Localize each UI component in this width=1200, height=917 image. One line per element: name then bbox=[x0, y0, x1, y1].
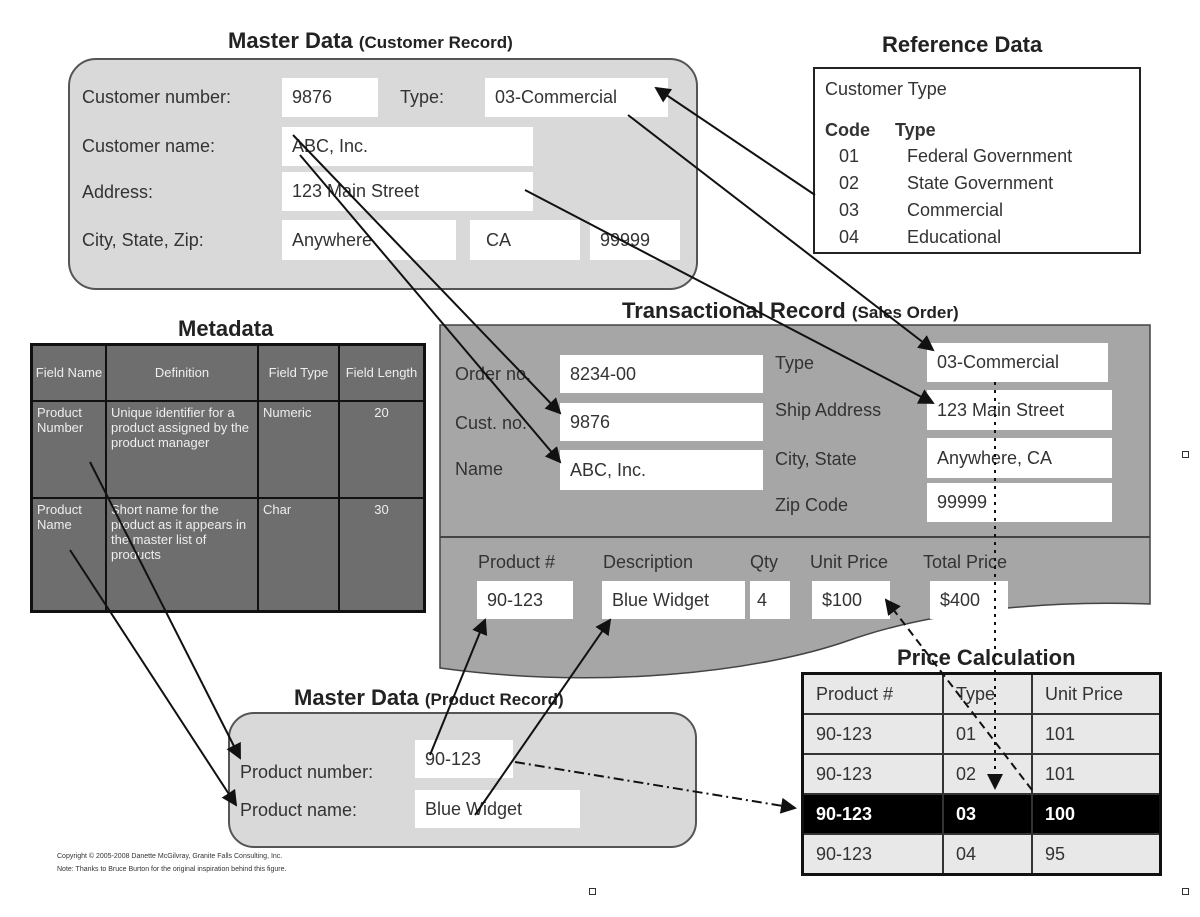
metadata-header: Field Name bbox=[30, 343, 107, 402]
price-row: 90-123 01 101 bbox=[801, 713, 1162, 755]
metadata-row: Product Number Unique identifier for a p… bbox=[30, 400, 426, 499]
reference-data-title: Reference Data bbox=[882, 32, 1043, 57]
zip-field: 99999 bbox=[590, 220, 680, 260]
reference-type: State Government bbox=[907, 173, 1054, 193]
city-state-field: Anywhere, CA bbox=[927, 438, 1112, 478]
line-header-unit-price: Unit Price bbox=[810, 552, 889, 572]
address-field: 123 Main Street bbox=[282, 172, 533, 211]
line-header-description: Description bbox=[603, 552, 694, 572]
reference-code: 04 bbox=[839, 227, 860, 247]
reference-data-box: Customer Type Code Type 01 Federal Gover… bbox=[813, 67, 1141, 254]
sales-order-title: Transactional Record (Sales Order) bbox=[622, 298, 959, 323]
customer-type-label: Type: bbox=[400, 87, 445, 107]
metadata-title: Metadata bbox=[178, 316, 274, 341]
metadata-cell: 20 bbox=[338, 400, 426, 499]
line-header-product: Product # bbox=[478, 552, 556, 572]
line-total-price-field: $400 bbox=[930, 581, 1008, 619]
metadata-cell: Short name for the product as it appears… bbox=[105, 497, 259, 613]
price-header: Type bbox=[942, 672, 1033, 715]
price-header: Unit Price bbox=[1031, 672, 1162, 715]
customer-record-title: Master Data (Customer Record) bbox=[228, 28, 513, 53]
city-state-label: City, State bbox=[775, 449, 857, 469]
price-header-row: Product # Type Unit Price bbox=[801, 672, 1162, 715]
customer-name-label: Customer name: bbox=[82, 136, 216, 156]
price-row: 90-123 02 101 bbox=[801, 753, 1162, 795]
price-row: 90-123 04 95 bbox=[801, 833, 1162, 876]
marker-square bbox=[1182, 888, 1189, 895]
price-header: Product # bbox=[801, 672, 944, 715]
ship-address-field: 123 Main Street bbox=[927, 390, 1112, 430]
reference-type: Federal Government bbox=[907, 146, 1073, 166]
ship-address-label: Ship Address bbox=[775, 400, 882, 420]
line-header-qty: Qty bbox=[750, 552, 779, 572]
line-description-field: Blue Widget bbox=[602, 581, 745, 619]
customer-number-field: 9876 bbox=[282, 78, 378, 117]
metadata-header: Definition bbox=[105, 343, 259, 402]
metadata-cell: Unique identifier for a product assigned… bbox=[105, 400, 259, 499]
cust-number-field: 9876 bbox=[560, 403, 763, 441]
customer-number-label: Customer number: bbox=[82, 87, 232, 107]
marker-square bbox=[1182, 451, 1189, 458]
reference-type: Educational bbox=[907, 227, 1002, 247]
line-header-total-price: Total Price bbox=[923, 552, 1008, 572]
reference-code: 03 bbox=[839, 200, 860, 220]
customer-type-field: 03-Commercial bbox=[485, 78, 668, 117]
metadata-table: Field Name Definition Field Type Field L… bbox=[30, 343, 426, 613]
address-label: Address: bbox=[82, 182, 154, 202]
order-number-label: Order no. bbox=[455, 364, 532, 384]
metadata-header: Field Length bbox=[338, 343, 426, 402]
order-type-field: 03-Commercial bbox=[927, 343, 1108, 382]
note-text: Note: Thanks to Bruce Burton for the ori… bbox=[57, 866, 287, 873]
code-column-header: Code bbox=[825, 120, 870, 140]
product-record-title: Master Data (Product Record) bbox=[294, 685, 564, 710]
zip-code-field: 99999 bbox=[927, 483, 1112, 522]
product-number-field: 90-123 bbox=[415, 740, 513, 778]
city-state-zip-label: City, State, Zip: bbox=[82, 230, 204, 250]
cust-number-label: Cust. no. bbox=[455, 413, 528, 433]
price-calculation-title: Price Calculation bbox=[897, 645, 1076, 670]
order-number-field: 8234-00 bbox=[560, 355, 763, 393]
reference-code: 01 bbox=[839, 146, 860, 166]
product-number-label: Product number: bbox=[240, 762, 374, 782]
reference-type: Commercial bbox=[907, 200, 1004, 220]
order-name-field: ABC, Inc. bbox=[560, 450, 763, 490]
state-field: CA bbox=[470, 220, 580, 260]
zip-code-label: Zip Code bbox=[775, 495, 849, 515]
product-name-field: Blue Widget bbox=[415, 790, 580, 828]
metadata-cell: Product Number bbox=[30, 400, 107, 499]
metadata-cell: 30 bbox=[338, 497, 426, 613]
copyright-text: Copyright © 2005-2008 Danette McGilvray,… bbox=[57, 853, 283, 860]
price-row-highlighted: 90-123 03 100 bbox=[801, 793, 1162, 835]
order-type-label: Type bbox=[775, 353, 815, 373]
line-product-field: 90-123 bbox=[477, 581, 573, 619]
metadata-header: Field Type bbox=[257, 343, 340, 402]
type-column-header: Type bbox=[895, 120, 936, 140]
price-calculation-table: Product # Type Unit Price 90-123 01 101 90-1… bbox=[801, 672, 1162, 876]
line-qty-field: 4 bbox=[750, 581, 790, 619]
order-name-label: Name bbox=[455, 459, 504, 479]
metadata-cell: Char bbox=[257, 497, 340, 613]
metadata-cell: Product Name bbox=[30, 497, 107, 613]
customer-name-field: ABC, Inc. bbox=[282, 127, 533, 166]
metadata-row: Product Name Short name for the product … bbox=[30, 497, 426, 613]
marker-square bbox=[589, 888, 596, 895]
reference-heading: Customer Type bbox=[825, 79, 947, 99]
line-unit-price-field: $100 bbox=[812, 581, 890, 619]
product-name-label: Product name: bbox=[240, 800, 358, 820]
reference-code: 02 bbox=[839, 173, 860, 193]
city-field: Anywhere bbox=[282, 220, 456, 260]
metadata-cell: Numeric bbox=[257, 400, 340, 499]
